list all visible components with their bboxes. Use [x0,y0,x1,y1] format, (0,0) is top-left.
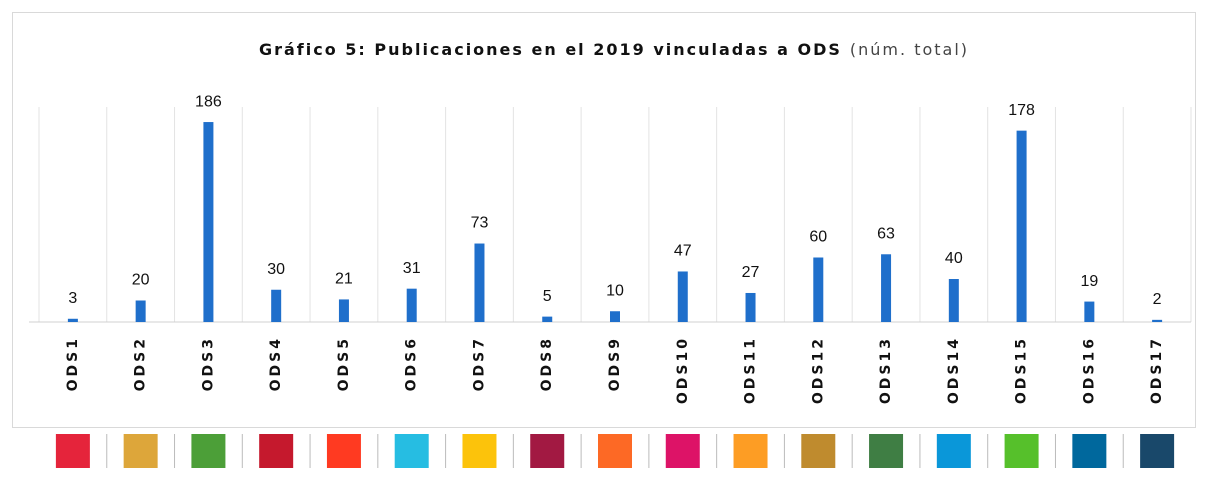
x-tick-label: ODS4 [268,336,284,391]
data-label: 3 [68,290,77,307]
sdg-icon [869,434,904,468]
x-tick-label: ODS16 [1081,336,1097,404]
data-label: 186 [195,93,222,110]
x-tick-label: ODS11 [743,336,759,404]
bar [745,292,756,322]
sdg-icon [1140,434,1175,468]
chart-subtitle: (núm. total) [850,40,969,59]
bar [338,299,349,322]
data-label: 30 [267,261,285,278]
x-tick-label: ODS12 [810,336,826,404]
x-tick-label: ODS13 [878,336,894,404]
bar [881,254,892,322]
bar [203,122,214,322]
data-label: 47 [674,243,692,260]
bar [474,243,485,322]
data-label: 63 [877,225,895,242]
bar [610,311,620,322]
bar [542,316,553,322]
data-label: 2 [1153,291,1162,308]
x-tick-label: ODS17 [1149,336,1165,404]
sdg-icon [55,434,90,468]
data-label: 21 [335,271,353,288]
sdg-icon [191,434,226,468]
data-label: 19 [1080,273,1098,290]
data-label: 20 [132,272,150,289]
bar [135,300,146,322]
bar [1152,319,1163,322]
data-label: 27 [742,264,760,281]
sdg-icon [394,434,429,468]
data-label: 60 [809,229,827,246]
x-tick-label: ODS6 [404,336,420,391]
bar [406,288,417,322]
sdg-icon [733,434,768,468]
bar [813,257,824,322]
data-label: 5 [543,288,552,305]
data-label: 178 [1008,102,1035,119]
data-label: 10 [606,282,624,299]
sdg-icon [326,434,361,468]
x-tick-label: ODS7 [471,336,487,391]
data-label: 73 [471,215,489,232]
x-tick-label: ODS1 [65,336,81,391]
bar [271,289,282,322]
data-label: 31 [403,260,421,277]
data-label: 40 [945,250,963,267]
sdg-icon [1072,434,1107,468]
sdg-icon [123,434,158,468]
chart-title: Gráfico 5: Publicaciones en el 2019 vinc… [259,40,842,59]
x-tick-label: ODS14 [946,336,962,404]
bar [67,318,78,322]
bar [1084,301,1095,322]
x-tick-label: ODS8 [539,336,555,391]
sdg-icon [1004,434,1039,468]
sdg-icon [462,434,497,468]
sdg-icon [530,434,565,468]
x-tick-label: ODS2 [133,336,149,391]
chart-title-group: Gráfico 5: Publicaciones en el 2019 vinc… [259,40,969,59]
x-tick-label: ODS9 [607,336,623,391]
bar [1016,130,1027,322]
sdg-icon [801,434,836,468]
sdg-icon [259,434,294,468]
x-tick-label: ODS3 [200,336,216,391]
sdg-icon [665,434,700,468]
bar [677,271,688,322]
sdg-icon [598,434,632,468]
bar [948,279,959,322]
x-tick-label: ODS5 [336,336,352,391]
x-tick-label: ODS10 [675,336,691,404]
sdg-icon [936,434,971,468]
x-tick-label: ODS15 [1014,336,1030,404]
